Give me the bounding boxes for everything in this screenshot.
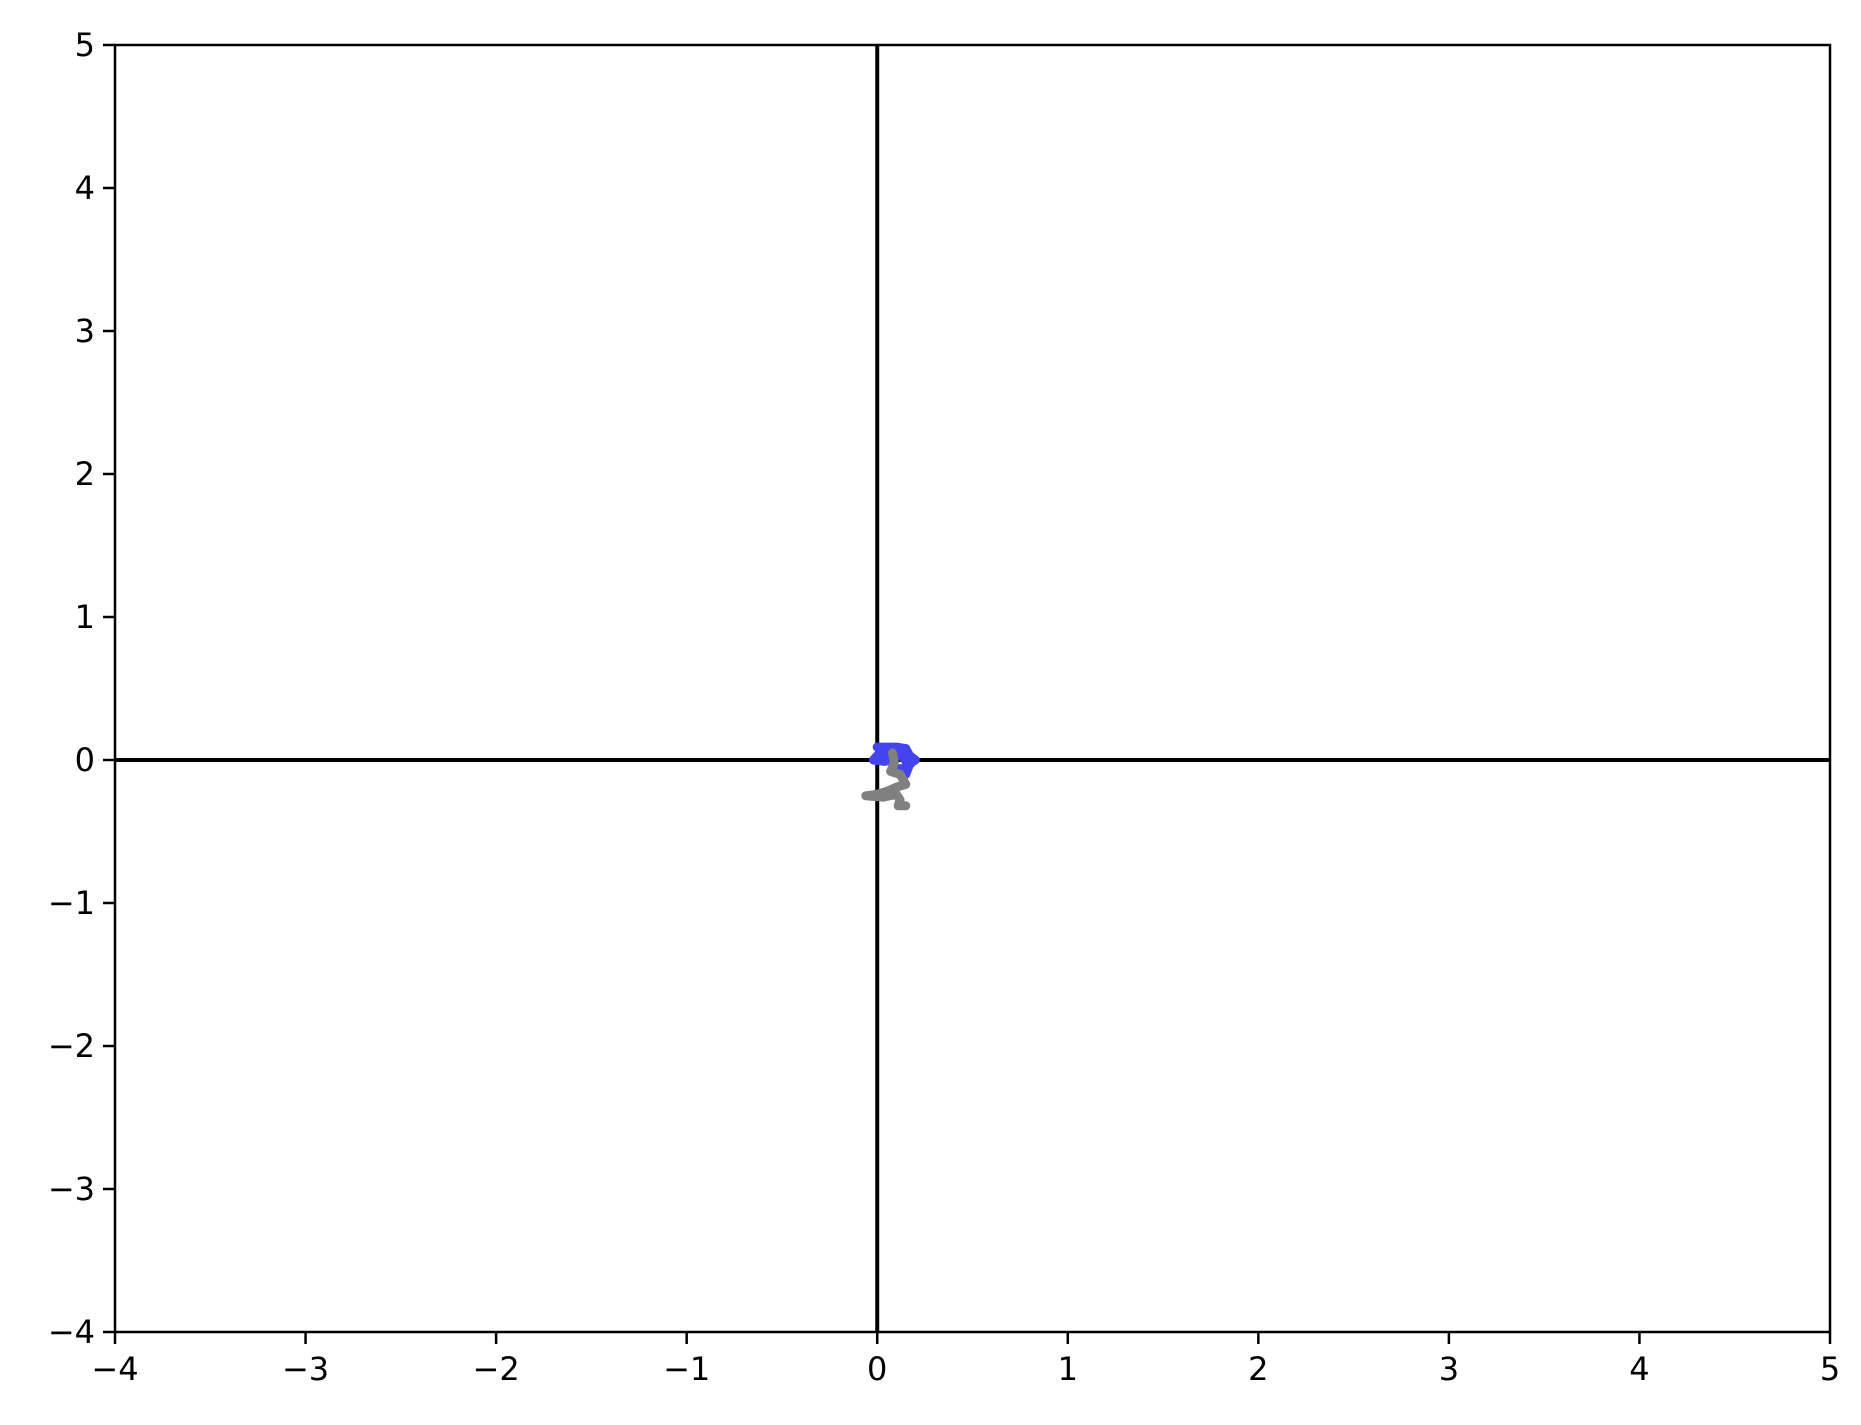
x-tick-label: 3 xyxy=(1439,1350,1459,1388)
x-tick-label: 0 xyxy=(867,1350,887,1388)
x-axis-ticks: −4 −3 −2 −1 0 1 2 3 4 5 xyxy=(91,1332,1840,1388)
y-tick-label: 4 xyxy=(75,169,95,207)
y-tick-label: −3 xyxy=(48,1170,95,1208)
x-tick-label: −3 xyxy=(282,1350,329,1388)
y-tick-label: −2 xyxy=(48,1027,95,1065)
x-tick-label: −2 xyxy=(473,1350,520,1388)
y-tick-label: 2 xyxy=(75,455,95,493)
y-tick-label: 3 xyxy=(75,312,95,350)
plot-area xyxy=(115,45,1830,1332)
series-line-2 xyxy=(861,748,911,811)
y-axis-ticks: −4 −3 −2 −1 0 1 2 3 4 5 xyxy=(48,26,115,1351)
x-tick-label: −1 xyxy=(663,1350,710,1388)
y-tick-label: 1 xyxy=(75,598,95,636)
y-tick-label: −1 xyxy=(48,884,95,922)
x-tick-label: 5 xyxy=(1820,1350,1840,1388)
y-tick-label: 5 xyxy=(75,26,95,64)
x-tick-label: −4 xyxy=(91,1350,138,1388)
axes-frame xyxy=(113,43,1832,1334)
x-tick-label: 4 xyxy=(1629,1350,1649,1388)
x-tick-label: 2 xyxy=(1248,1350,1268,1388)
y-tick-label: −4 xyxy=(48,1313,95,1351)
y-tick-label: 0 xyxy=(75,741,95,779)
x-tick-label: 1 xyxy=(1058,1350,1078,1388)
